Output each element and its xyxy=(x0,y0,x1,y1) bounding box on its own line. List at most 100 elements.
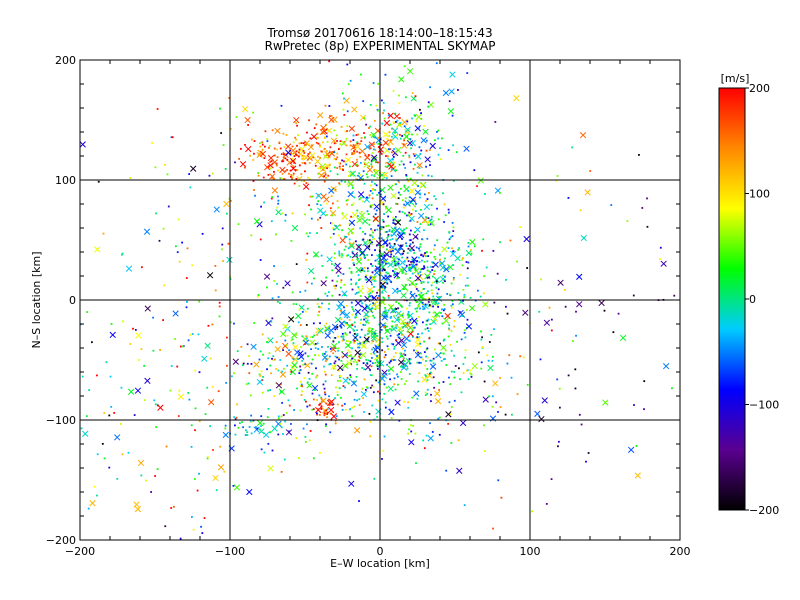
data-point xyxy=(378,365,381,368)
data-point xyxy=(408,302,411,304)
data-point xyxy=(339,167,342,170)
data-point-x xyxy=(419,182,426,189)
data-point xyxy=(415,120,418,123)
data-point xyxy=(376,365,379,368)
data-point xyxy=(469,372,472,375)
data-point-x xyxy=(354,300,362,307)
data-point xyxy=(332,403,334,406)
data-point xyxy=(452,226,455,229)
data-point-x xyxy=(384,274,391,281)
data-point xyxy=(354,178,357,181)
data-point-x xyxy=(292,343,299,351)
data-point xyxy=(423,260,426,263)
data-point xyxy=(244,429,247,432)
data-point-x xyxy=(404,321,412,329)
data-point xyxy=(376,297,379,299)
data-point xyxy=(362,269,365,272)
data-point xyxy=(303,180,306,182)
data-point-x xyxy=(125,265,133,272)
data-point xyxy=(430,266,433,268)
data-point xyxy=(372,302,375,305)
data-point xyxy=(357,133,360,136)
data-point xyxy=(239,422,241,424)
y-axis-label: N–S location [km] xyxy=(30,251,43,348)
data-point xyxy=(393,377,396,380)
colorbar-tick-label: −100 xyxy=(749,399,779,412)
data-point xyxy=(442,281,444,284)
data-point xyxy=(389,275,392,278)
data-point xyxy=(377,224,380,227)
data-point-x xyxy=(289,147,297,154)
data-point-x xyxy=(267,162,274,169)
data-point-x xyxy=(434,390,441,397)
data-point xyxy=(315,136,318,139)
data-point xyxy=(429,372,431,375)
data-point xyxy=(263,201,265,204)
data-point xyxy=(224,427,227,430)
data-point-x xyxy=(421,376,428,383)
data-point xyxy=(301,385,304,388)
data-point-x xyxy=(312,251,320,258)
data-point xyxy=(457,89,459,91)
data-point xyxy=(411,272,414,275)
data-point-x xyxy=(337,300,345,307)
data-point-x xyxy=(382,171,389,178)
data-point xyxy=(399,304,402,307)
data-point xyxy=(351,406,354,409)
data-point xyxy=(425,323,428,326)
data-point-x xyxy=(280,330,287,338)
data-point xyxy=(371,192,374,195)
data-point xyxy=(333,142,336,145)
data-point xyxy=(236,350,239,353)
data-point xyxy=(419,361,422,364)
data-point xyxy=(317,297,319,300)
data-point xyxy=(540,278,543,281)
data-point xyxy=(394,222,396,225)
data-point xyxy=(465,369,468,372)
data-point-x xyxy=(223,200,230,208)
data-point xyxy=(418,146,421,149)
data-point xyxy=(463,329,466,332)
data-point xyxy=(426,379,429,382)
data-point xyxy=(420,356,423,359)
data-point xyxy=(376,356,379,359)
data-point xyxy=(296,387,298,390)
data-point-x xyxy=(381,314,388,321)
data-point-x xyxy=(414,125,421,132)
data-point xyxy=(357,342,359,345)
data-point xyxy=(312,457,315,460)
data-point xyxy=(382,449,385,452)
data-point xyxy=(336,200,339,202)
data-point xyxy=(428,305,431,308)
data-point xyxy=(266,140,269,143)
data-point xyxy=(363,266,366,269)
data-point xyxy=(333,166,336,169)
data-point xyxy=(259,238,262,241)
data-point xyxy=(354,283,357,286)
data-point xyxy=(314,164,317,167)
data-point xyxy=(306,405,309,408)
data-point xyxy=(339,286,342,289)
data-point xyxy=(371,254,373,256)
data-point xyxy=(309,232,311,234)
data-point-x xyxy=(291,224,299,232)
data-point xyxy=(319,204,322,207)
data-point-x xyxy=(404,128,411,135)
data-point xyxy=(366,362,369,365)
data-point xyxy=(177,218,180,221)
data-point xyxy=(345,340,348,343)
data-point xyxy=(419,245,422,248)
data-point xyxy=(268,146,270,149)
data-point xyxy=(480,330,482,333)
data-point xyxy=(282,132,285,135)
data-point xyxy=(643,408,645,411)
data-point xyxy=(229,321,232,324)
data-point xyxy=(375,209,378,212)
data-point xyxy=(490,333,493,336)
data-point-x xyxy=(275,209,282,216)
data-point xyxy=(371,327,374,330)
data-point xyxy=(430,175,433,178)
data-point xyxy=(343,248,346,251)
data-point-x xyxy=(144,305,151,312)
data-point xyxy=(224,168,227,170)
